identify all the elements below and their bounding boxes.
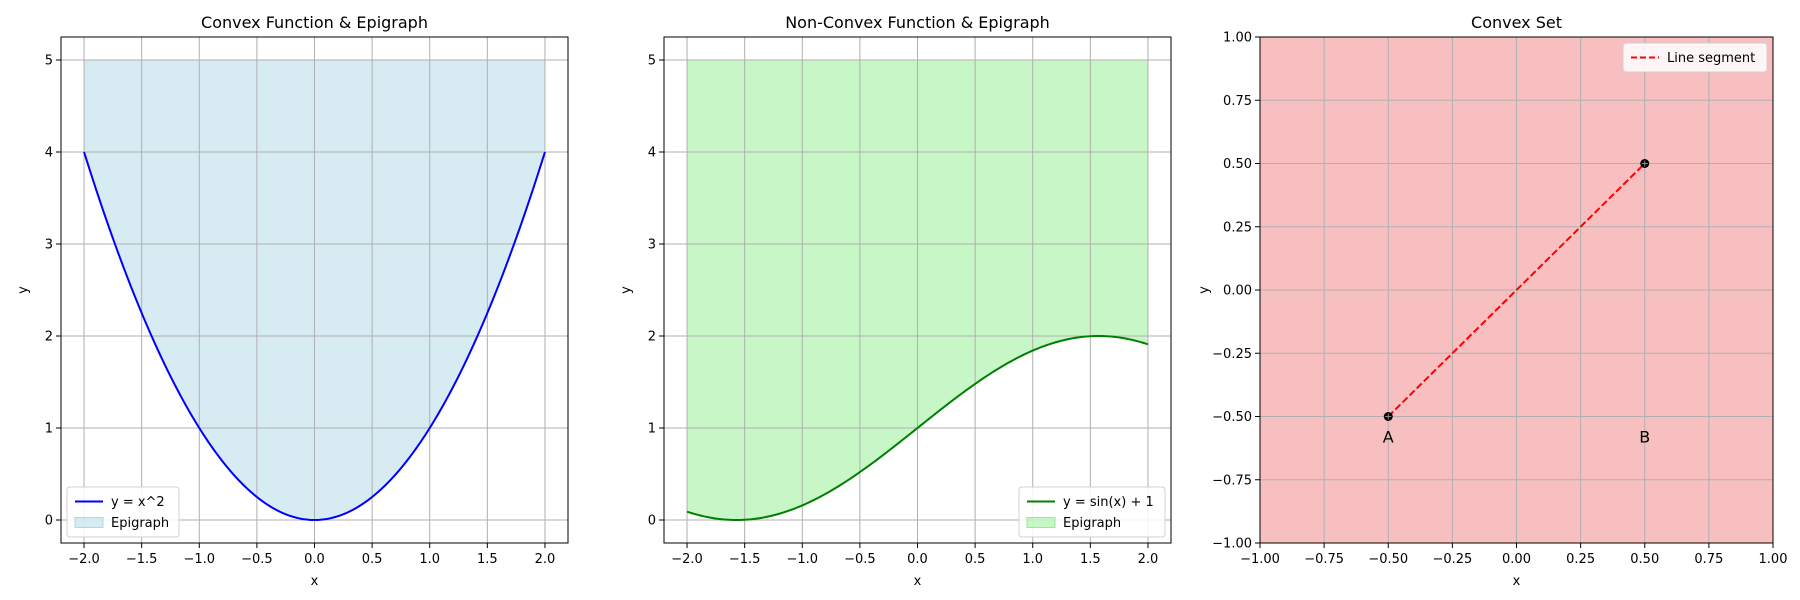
legend-label: y = sin(x) + 1: [1063, 495, 1154, 510]
x-tick-label: −1.0: [183, 552, 215, 567]
x-axis-label: x: [914, 574, 922, 589]
y-tick-label: 4: [45, 146, 53, 161]
chart-panel-1: −2.0 −1.5 −1.0 −0.5 0.0 0.5 1.0 1.5 2.0 0 1 2 3 4 5 Con…: [16, 13, 569, 589]
y-tick-label: 1: [45, 422, 53, 437]
x-tick-label: −0.5: [844, 552, 876, 567]
y-tick-label: 3: [648, 238, 656, 253]
y-axis-label: y: [619, 286, 634, 294]
y-axis-label: y: [16, 286, 31, 294]
chart-title: Convex Function & Epigraph: [201, 13, 428, 32]
legend-box: [1622, 42, 1768, 73]
y-tick-label: 0.25: [1223, 220, 1252, 235]
y-tick-label: −0.75: [1212, 473, 1252, 488]
x-tick-label: 1.5: [477, 552, 498, 567]
x-tick-label: 0.25: [1566, 552, 1595, 567]
y-tick-label: 1.00: [1223, 31, 1252, 46]
legend-patch-swatch: [1026, 517, 1056, 528]
function-curve: [83, 151, 546, 522]
y-tick-label: 0: [45, 514, 53, 529]
y-tick-label: −1.00: [1212, 537, 1252, 552]
legend: y = sin(x) + 1 Epigraph: [1018, 486, 1166, 538]
x-tick-label: 2.0: [1138, 552, 1159, 567]
legend-label: y = x^2: [111, 495, 165, 510]
y-tick-label: 4: [648, 146, 656, 161]
x-tick-label: 1.0: [1022, 552, 1043, 567]
chart-title: Convex Set: [1471, 13, 1562, 32]
x-tick-label: −0.50: [1368, 552, 1408, 567]
x-tick-label: −0.5: [241, 552, 273, 567]
x-tick-label: 0.50: [1630, 552, 1659, 567]
x-tick-label: 0.0: [304, 552, 325, 567]
x-tick-label: −1.00: [1240, 552, 1280, 567]
x-tick-label: 2.0: [535, 552, 556, 567]
point-label-A: A: [1383, 428, 1394, 447]
x-axis-label: x: [311, 574, 319, 589]
x-tick-label: 0.00: [1502, 552, 1531, 567]
x-tick-label: 1.0: [419, 552, 440, 567]
x-tick-label: 0.5: [362, 552, 383, 567]
point-label-B: B: [1639, 428, 1650, 447]
y-tick-label: 5: [648, 54, 656, 69]
chart-panel-3: A B −1.00 −0.75 −0.50 −0.25 0.00 0.25 0.50 0.75 1.…: [1197, 13, 1787, 589]
x-tick-label: −2.0: [671, 552, 703, 567]
grid: [664, 37, 1171, 543]
x-tick-label: 1.00: [1759, 552, 1788, 567]
y-tick-label: 2: [45, 330, 53, 345]
y-tick-label: 0.75: [1223, 94, 1252, 109]
y-tick-label: 0: [648, 514, 656, 529]
y-tick-label: 1: [648, 422, 656, 437]
y-tick-label: 0.50: [1223, 157, 1252, 172]
x-tick-label: −2.0: [68, 552, 100, 567]
chart-title: Non-Convex Function & Epigraph: [785, 13, 1050, 32]
legend-label: Epigraph: [1063, 516, 1121, 531]
y-axis-label: y: [1197, 286, 1212, 294]
y-tick-label: −0.25: [1212, 347, 1252, 362]
x-tick-label: 1.5: [1080, 552, 1101, 567]
y-tick-label: 5: [45, 54, 53, 69]
legend-label: Epigraph: [111, 516, 169, 531]
legend-patch-swatch: [74, 517, 104, 528]
y-tick-label: −0.50: [1212, 410, 1252, 425]
y-tick-label: 0.00: [1223, 284, 1252, 299]
x-tick-label: 0.75: [1694, 552, 1723, 567]
x-tick-label: 0.5: [965, 552, 986, 567]
x-tick-label: −1.5: [729, 552, 761, 567]
x-axis-label: x: [1513, 574, 1521, 589]
x-tick-label: −1.0: [786, 552, 818, 567]
x-tick-label: −0.75: [1304, 552, 1344, 567]
x-tick-label: −0.25: [1432, 552, 1472, 567]
y-tick-label: 3: [45, 238, 53, 253]
chart-panel-2: −2.0 −1.5 −1.0 −0.5 0.0 0.5 1.0 1.5 2.0 0 1 2 3 4 5 Non…: [619, 13, 1172, 589]
y-tick-label: 2: [648, 330, 656, 345]
line-segment: [1387, 162, 1646, 418]
x-tick-label: 0.0: [907, 552, 928, 567]
legend: y = x^2 Epigraph: [66, 486, 180, 538]
function-curve: [686, 335, 1149, 521]
x-tick-label: −1.5: [126, 552, 158, 567]
legend: Line segment: [1622, 42, 1768, 73]
legend-label: Line segment: [1667, 51, 1755, 66]
